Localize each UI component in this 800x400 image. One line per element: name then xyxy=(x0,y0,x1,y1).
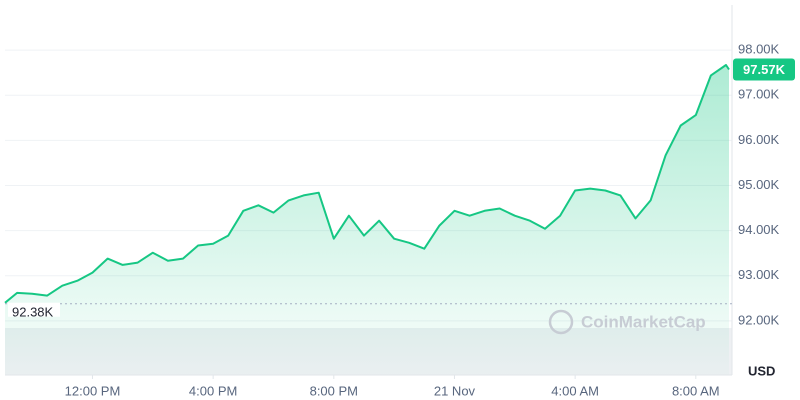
y-tick-label: 94.00K xyxy=(738,222,780,237)
price-area xyxy=(5,65,729,375)
reference-label: 92.38K xyxy=(12,304,54,319)
x-tick-label: 4:00 AM xyxy=(551,383,599,398)
x-tick-label: 4:00 PM xyxy=(189,383,237,398)
y-tick-label: 95.00K xyxy=(738,177,780,192)
y-tick-label: 92.00K xyxy=(738,312,780,327)
x-tick-label: 8:00 PM xyxy=(310,383,358,398)
reference-label-bg xyxy=(8,302,60,317)
watermark: CoinMarketCap xyxy=(548,309,706,335)
last-price-badge xyxy=(733,58,795,81)
watermark-text: CoinMarketCap xyxy=(581,312,706,331)
y-tick-label: 96.00K xyxy=(738,132,780,147)
y-unit: USD xyxy=(748,363,775,378)
price-line xyxy=(4,64,730,304)
x-tick-label: 21 Nov xyxy=(434,383,476,398)
last-price-label: 97.57K xyxy=(743,62,786,77)
x-tick-label: 8:00 AM xyxy=(672,383,720,398)
watermark-logo xyxy=(548,309,574,335)
y-tick-label: 97.00K xyxy=(738,87,780,102)
y-tick-label: 93.00K xyxy=(738,267,780,282)
x-tick-label: 12:00 PM xyxy=(65,383,121,398)
y-tick-label: 98.00K xyxy=(738,42,780,57)
